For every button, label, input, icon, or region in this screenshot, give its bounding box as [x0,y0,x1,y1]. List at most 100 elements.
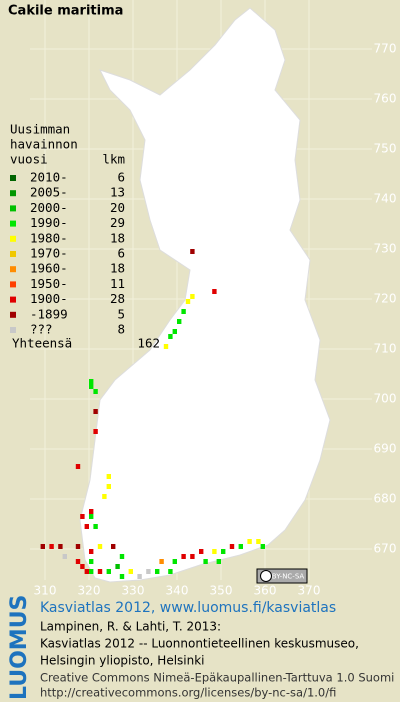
legend-label: ??? [30,322,53,337]
x-tick-label: 350 [210,584,233,598]
x-tick-label: 340 [166,584,189,598]
occurrence-square [89,509,94,514]
badge-icon [260,570,272,582]
occurrence-square [181,554,186,559]
x-tick-label: 310 [34,584,57,598]
occurrence-square [102,494,107,499]
occurrence-square [62,554,67,559]
citation: Lampinen, R. & Lahti, T. 2013: [40,620,221,634]
legend-label: 1960- [30,261,68,276]
link[interactable]: Kasviatlas 2012, www.luomus.fi/kasviatla… [40,600,336,616]
occurrence-square [106,569,111,574]
legend-header: Uusimman [10,122,70,137]
occurrence-square [163,344,169,349]
occurrence-square [190,294,195,299]
x-tick-label: 370 [298,584,321,598]
occurrence-square [203,559,208,564]
legend-count: 6 [117,170,125,185]
y-tick-label: 670 [374,542,397,556]
occurrence-square [84,524,89,529]
license-url[interactable]: http://creativecommons.org/licenses/by-n… [40,686,336,700]
occurrence-square [75,464,81,469]
legend: 2010- 6 2005- 13 2000- 20 1990- 29 1980- 18 1970- 6… [10,170,125,337]
occurrence-square [181,309,186,314]
occurrence-square [216,559,221,564]
occurrence-square [84,569,89,574]
legend-header: vuosi [10,152,48,167]
legend-label: -1899 [30,306,68,321]
y-tick-label: 690 [374,442,397,456]
legend-label: 1970- [30,246,68,261]
occurrence-square [93,429,98,434]
occurrence-square [185,299,191,304]
occurrence-square [111,544,116,549]
occurrence-square [106,484,111,489]
legend-count: 11 [110,276,125,291]
occurrence-square [115,564,120,569]
occurrence-square [199,549,204,554]
y-tick-label: 710 [374,342,397,356]
occurrence-square [97,569,103,574]
legend-count-header: lkm [102,152,125,167]
occurrence-square [238,544,243,549]
legend-swatch [10,311,16,318]
occurrence-square [89,549,94,554]
occurrence-square [49,544,54,549]
citation: Kasviatlas 2012 -- Luonnontieteellinen k… [40,637,359,651]
occurrence-square [247,539,252,544]
total-label: Yhteensä [12,336,72,351]
occurrence-square [89,559,94,564]
occurrence-square [58,544,63,549]
occurrence-square [89,569,94,574]
legend-header: havainnon [10,137,78,152]
occurrence-square [159,559,164,564]
occurrence-square [97,544,103,549]
y-tick-label: 720 [374,292,397,306]
occurrence-square [168,334,173,339]
occurrence-square [146,569,151,574]
occurrence-square [260,544,265,549]
occurrences [40,249,265,579]
occurrence-square [106,474,111,479]
legend-count: 6 [117,246,125,261]
occurrence-square [93,524,98,529]
legend-label: 1950- [30,276,68,291]
y-tick-label: 700 [374,392,397,406]
legend-swatch [10,296,16,303]
legend-count: 8 [117,322,125,337]
occurrence-square [172,559,177,564]
legend-count: 29 [110,215,125,230]
occurrence-square [172,329,177,334]
occurrence-square [155,569,160,574]
legend-count: 18 [110,261,125,276]
y-tick-label: 730 [374,242,397,256]
legend-swatch [10,220,16,227]
legend-count: 20 [110,200,125,215]
occurrence-square [75,544,81,549]
legend-count: 18 [110,230,125,245]
legend-label: 2005- [30,185,68,200]
legend-swatch [10,266,16,273]
total-count: 162 [137,336,160,351]
license-badge: BY-NC-SA [256,568,308,584]
occurrence-square [212,289,217,294]
legend-label: 1900- [30,291,68,306]
occurrence-square [119,574,125,579]
occurrence-square [177,319,182,324]
badge-text: BY-NC-SA [272,573,305,581]
y-tick-label: 750 [374,142,397,156]
y-tick-label: 740 [374,192,397,206]
occurrence-square [93,389,98,394]
license: Creative Commons Nimeä-Epäkaupallinen-Ta… [40,671,394,685]
y-tick-label: 770 [374,42,397,56]
legend-label: 2000- [30,200,68,215]
legend-swatch [10,281,16,288]
legend-label: 1980- [30,230,68,245]
occurrence-square [89,384,94,389]
occurrence-square [75,559,81,564]
occurrence-square [40,544,45,549]
occurrence-square [89,514,94,519]
occurrence-square [93,409,98,414]
occurrence-square [190,554,195,559]
x-tick-label: 360 [254,584,277,598]
